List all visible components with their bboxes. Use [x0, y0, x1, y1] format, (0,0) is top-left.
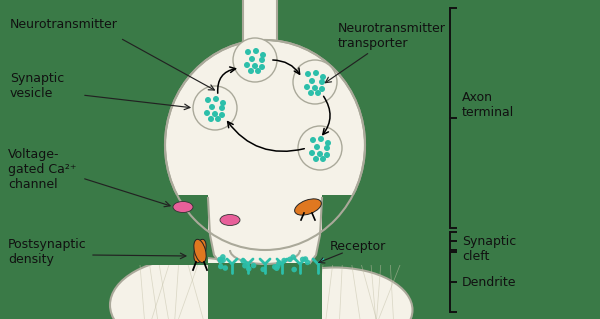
Text: Postsynaptic
density: Postsynaptic density: [8, 238, 87, 266]
Circle shape: [218, 263, 224, 269]
Circle shape: [281, 258, 287, 263]
Ellipse shape: [194, 239, 206, 263]
Circle shape: [320, 156, 326, 162]
Circle shape: [253, 48, 259, 54]
Circle shape: [255, 68, 261, 74]
Polygon shape: [0, 195, 208, 265]
Text: Dendrite: Dendrite: [462, 276, 517, 288]
Circle shape: [320, 74, 326, 80]
Circle shape: [193, 86, 237, 130]
Circle shape: [325, 140, 331, 146]
Circle shape: [204, 110, 210, 116]
Circle shape: [309, 78, 315, 84]
Circle shape: [248, 68, 254, 74]
Circle shape: [246, 266, 251, 272]
Circle shape: [300, 256, 305, 262]
Circle shape: [219, 105, 225, 111]
Circle shape: [292, 267, 297, 272]
Circle shape: [312, 85, 318, 91]
Circle shape: [313, 70, 319, 76]
Circle shape: [242, 263, 248, 269]
Text: Receptor: Receptor: [330, 240, 386, 253]
Circle shape: [315, 90, 321, 96]
Circle shape: [218, 258, 224, 264]
Text: Synaptic
cleft: Synaptic cleft: [462, 235, 516, 263]
Circle shape: [274, 265, 280, 271]
Polygon shape: [322, 195, 600, 265]
Circle shape: [223, 265, 228, 271]
Circle shape: [304, 84, 310, 90]
Circle shape: [212, 111, 218, 117]
Circle shape: [298, 126, 342, 170]
Circle shape: [287, 256, 293, 262]
Circle shape: [208, 116, 214, 122]
Ellipse shape: [194, 239, 206, 263]
Circle shape: [205, 97, 211, 103]
Circle shape: [317, 151, 323, 157]
Circle shape: [276, 260, 282, 266]
Circle shape: [240, 258, 246, 264]
Ellipse shape: [110, 257, 280, 319]
Circle shape: [251, 263, 256, 268]
Circle shape: [259, 57, 265, 63]
Circle shape: [252, 63, 258, 69]
Polygon shape: [208, 263, 322, 319]
Circle shape: [244, 62, 250, 68]
Circle shape: [318, 136, 324, 142]
Text: Neurotransmitter
transporter: Neurotransmitter transporter: [338, 22, 446, 50]
Polygon shape: [243, 0, 277, 40]
Circle shape: [249, 56, 255, 62]
Text: Synaptic
vesicle: Synaptic vesicle: [10, 72, 64, 100]
Ellipse shape: [257, 268, 413, 319]
Circle shape: [319, 86, 325, 92]
Circle shape: [220, 254, 226, 260]
Circle shape: [275, 263, 281, 269]
Circle shape: [305, 260, 310, 265]
Circle shape: [213, 96, 219, 102]
Circle shape: [309, 150, 315, 156]
Circle shape: [314, 144, 320, 150]
Circle shape: [220, 100, 226, 106]
Polygon shape: [208, 198, 322, 263]
Circle shape: [233, 38, 277, 82]
Text: Voltage-
gated Ca²⁺
channel: Voltage- gated Ca²⁺ channel: [8, 148, 77, 191]
Circle shape: [215, 116, 221, 122]
Circle shape: [308, 90, 314, 96]
Circle shape: [302, 256, 308, 262]
Circle shape: [319, 79, 325, 85]
Circle shape: [324, 152, 330, 158]
Circle shape: [217, 257, 223, 262]
Text: Neurotransmitter: Neurotransmitter: [10, 18, 118, 31]
Circle shape: [324, 145, 330, 151]
Circle shape: [290, 254, 296, 260]
Circle shape: [219, 112, 225, 118]
Circle shape: [313, 156, 319, 162]
Ellipse shape: [173, 202, 193, 212]
Circle shape: [245, 49, 251, 55]
Circle shape: [272, 264, 278, 270]
Ellipse shape: [295, 199, 322, 215]
Text: Axon
terminal: Axon terminal: [462, 91, 514, 119]
Circle shape: [305, 71, 311, 77]
Circle shape: [220, 257, 226, 263]
Circle shape: [209, 104, 215, 110]
Ellipse shape: [220, 214, 240, 226]
Circle shape: [310, 137, 316, 143]
Circle shape: [293, 60, 337, 104]
Ellipse shape: [165, 40, 365, 250]
Circle shape: [260, 267, 266, 272]
Circle shape: [260, 52, 266, 58]
Circle shape: [259, 64, 265, 70]
